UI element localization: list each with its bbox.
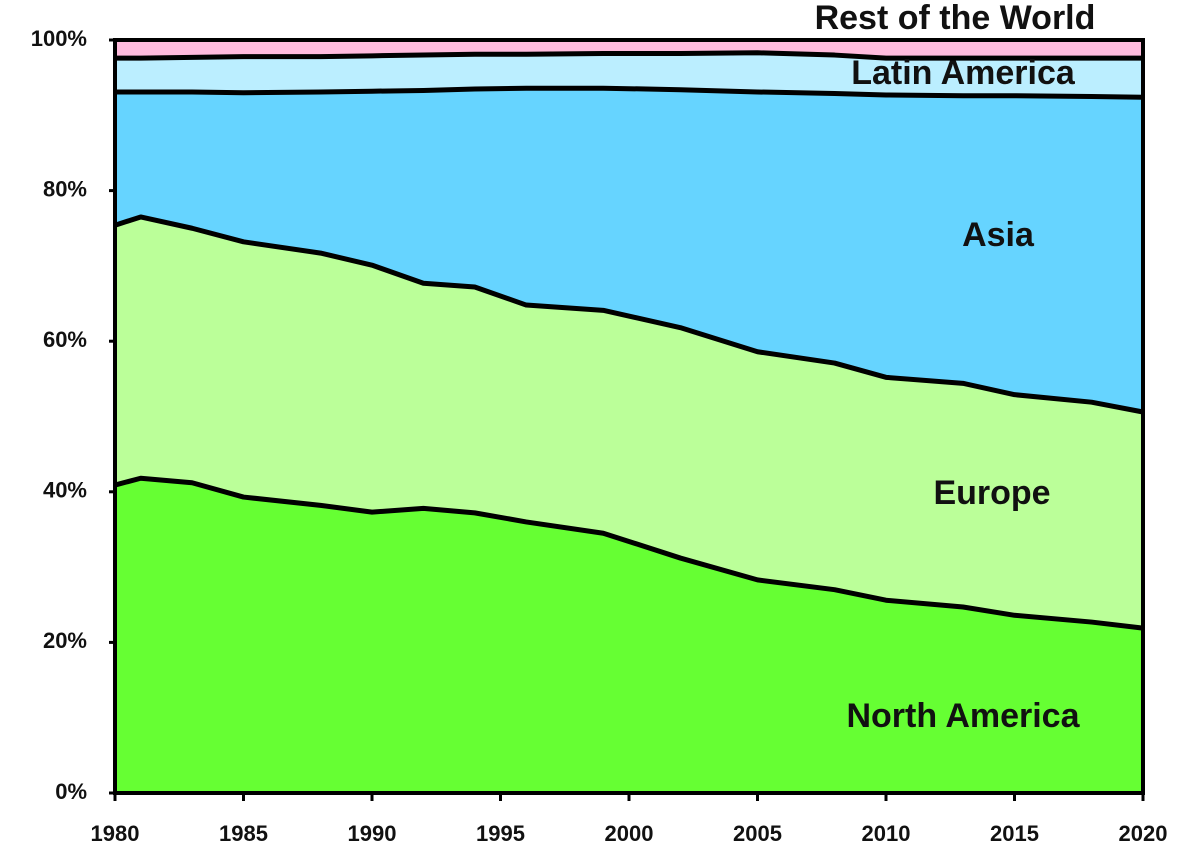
boundary-line [114, 475, 1144, 631]
boundary-line [115, 50, 1143, 61]
x-tick-label: 1990 [348, 821, 397, 846]
y-tick-label: 80% [43, 176, 87, 201]
x-tick-label: 2000 [605, 821, 654, 846]
y-tick-label: 100% [31, 26, 87, 51]
y-tick-label: 20% [43, 628, 87, 653]
x-tick-label: 2015 [990, 821, 1039, 846]
x-tick-label: 1995 [476, 821, 525, 846]
series-label: Asia [962, 216, 1035, 254]
y-tick-label: 0% [55, 779, 87, 804]
area [115, 88, 1143, 412]
series-label: North America [846, 697, 1080, 735]
area [115, 52, 1143, 98]
series-label: Europe [933, 474, 1050, 512]
x-tick-label: 2010 [862, 821, 911, 846]
x-tick-label: 2020 [1119, 821, 1168, 846]
y-tick-label: 60% [43, 327, 87, 352]
boundary-line [114, 214, 1144, 415]
y-tick-label: 40% [43, 478, 87, 503]
area [115, 478, 1143, 793]
boundary-line [115, 85, 1144, 100]
series-label: Latin America [851, 54, 1076, 92]
x-tick-label: 1985 [219, 821, 268, 846]
x-tick-label: 1980 [91, 821, 140, 846]
x-tick-label: 2005 [733, 821, 782, 846]
series-label: Rest of the World [815, 0, 1096, 37]
area [115, 216, 1143, 629]
